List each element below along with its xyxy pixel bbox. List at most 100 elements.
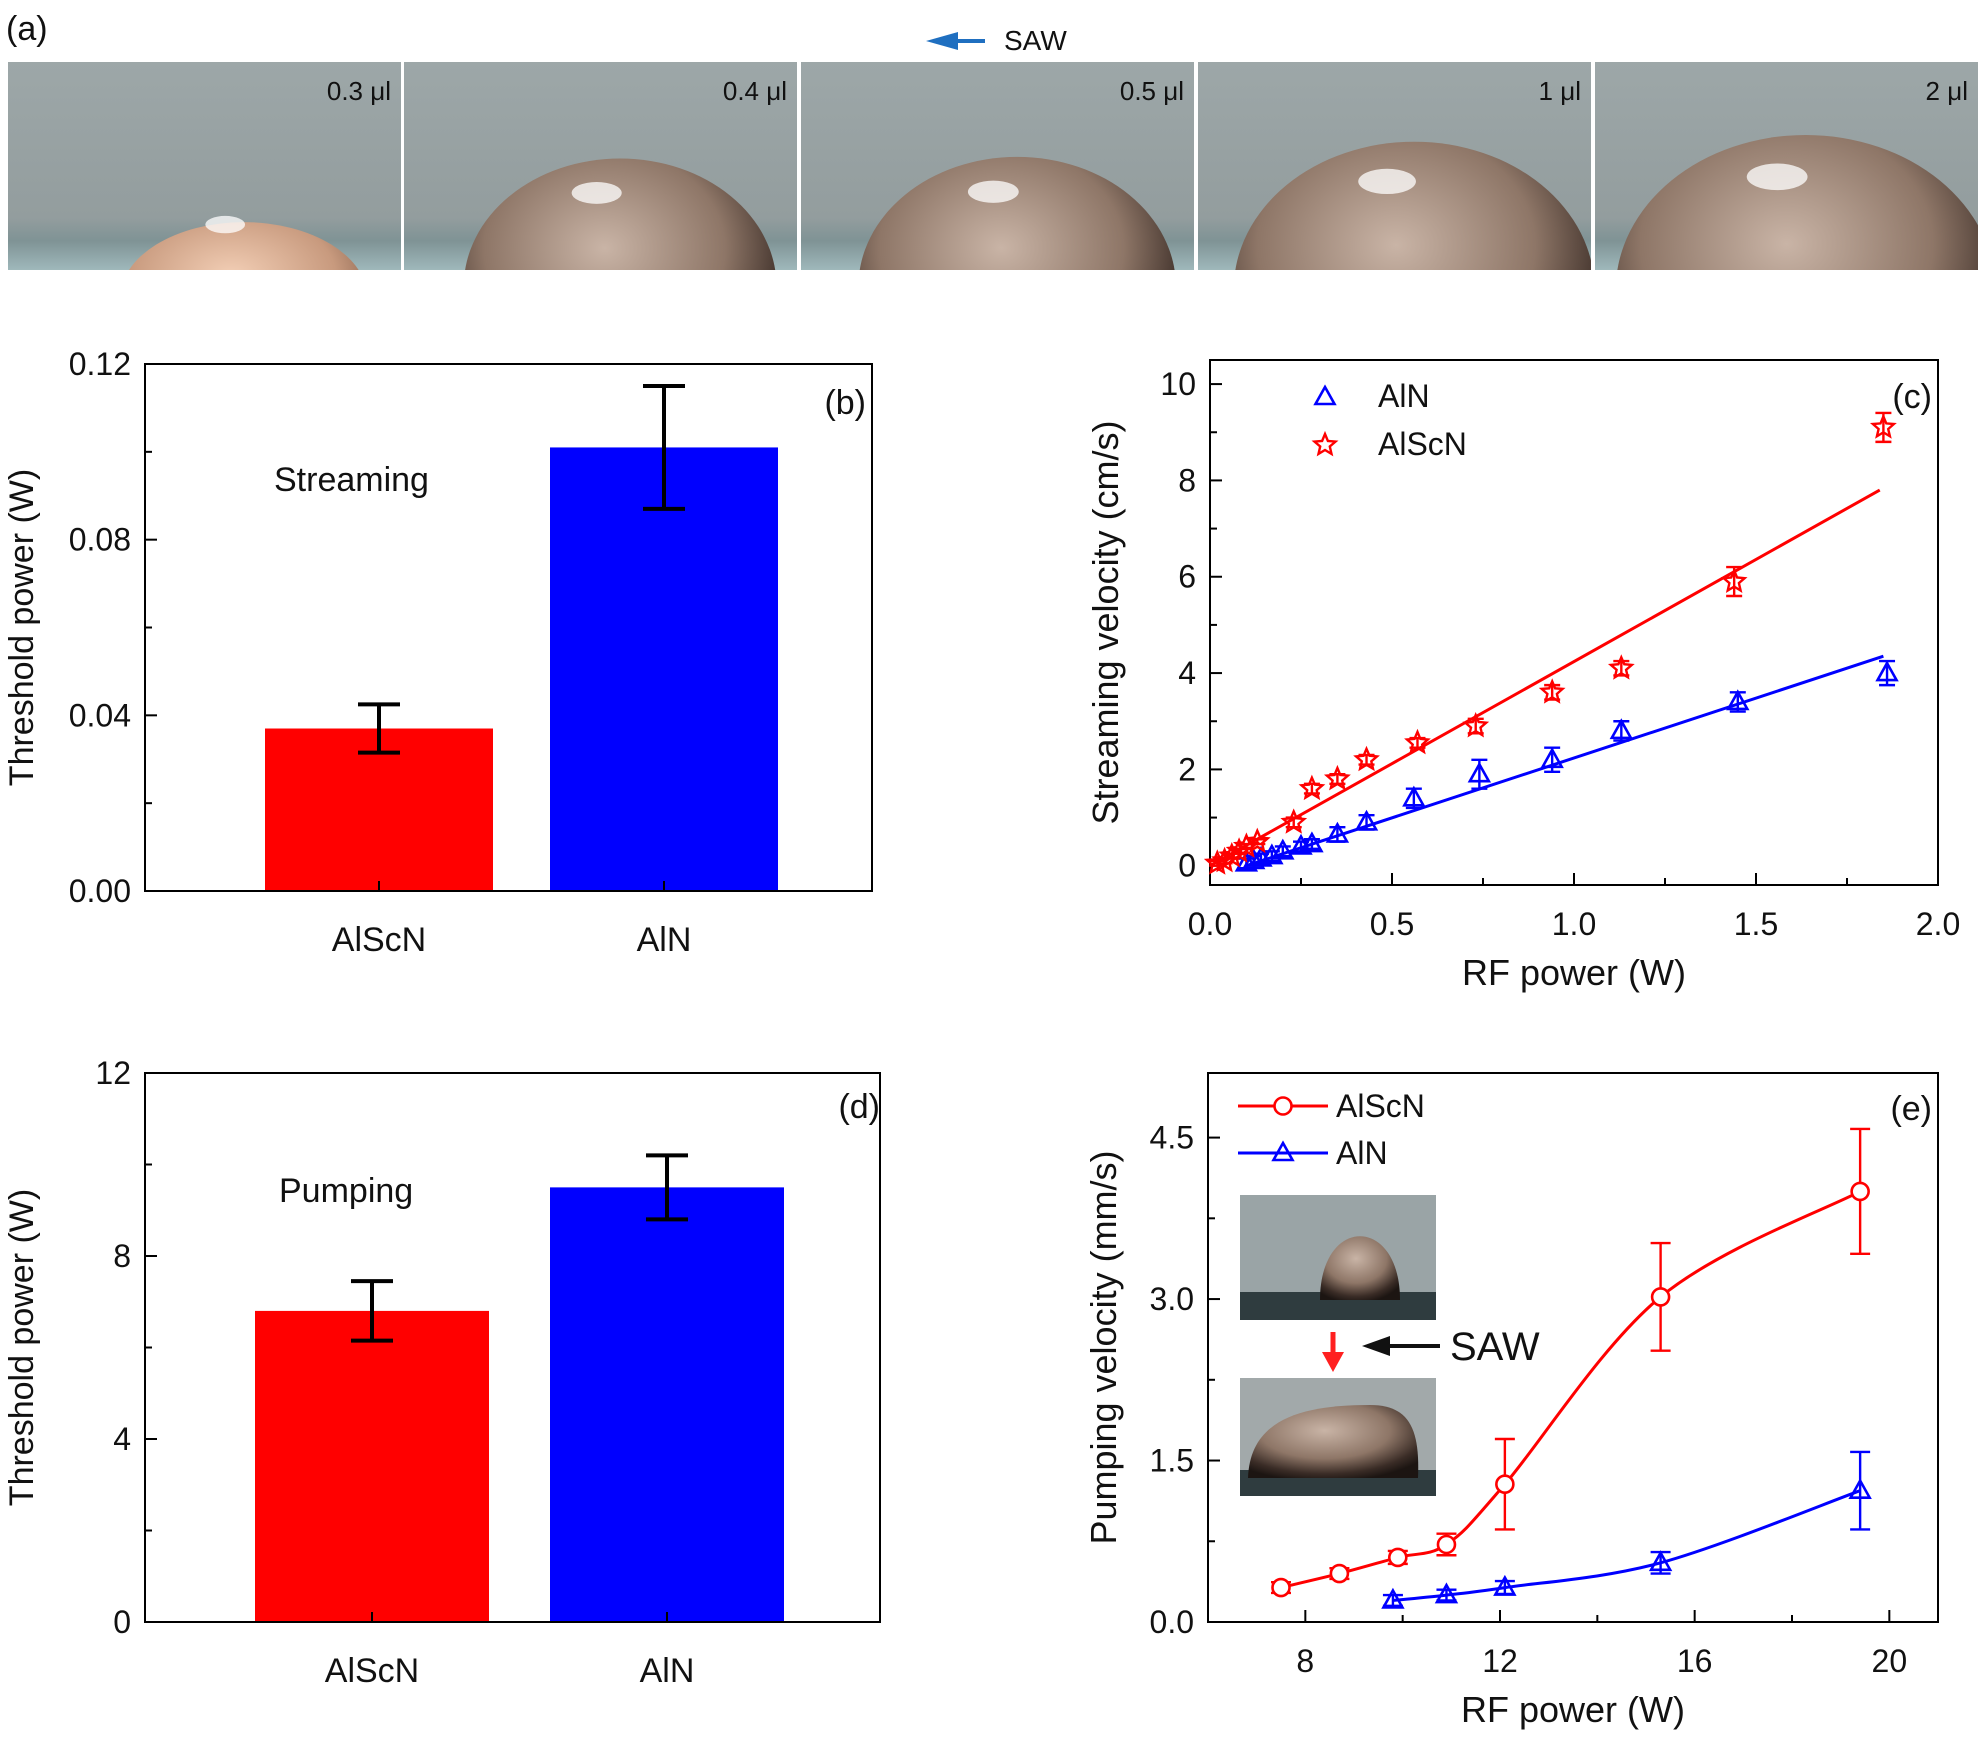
droplet-photo [801,62,1194,270]
data-point [1402,785,1426,807]
y-tick-label: 0.0 [1150,1604,1194,1640]
droplet [1248,1405,1419,1478]
arrow-head [1362,1336,1390,1356]
x-tick-label: AlScN [325,1652,419,1690]
x-tick-label: AlN [640,1652,695,1690]
data-point [1325,821,1350,843]
panel-label: (b) [824,384,866,422]
x-tick-label: 8 [1296,1643,1314,1679]
legend-label: AlScN [1336,1088,1425,1124]
data-point [1388,1547,1408,1568]
y-tick-label: 0.08 [69,522,131,558]
bar-alscn [255,1310,489,1622]
bar-annotation: Pumping [279,1172,413,1210]
y-axis-label: Pumping velocity (mm/s) [1083,1150,1124,1544]
legend-marker [1311,430,1339,457]
data-point [1232,832,1260,858]
data-point [1850,1181,1870,1202]
y-tick-label: 8 [1178,462,1196,498]
x-axis-label: RF power (W) [1462,952,1686,993]
inset-saw-label: SAW [1450,1325,1540,1369]
droplet [128,222,359,270]
y-tick-label: 0.00 [69,873,131,909]
droplet [1617,135,1978,270]
bar-annotation: Streaming [274,461,429,499]
x-tick-label: 0.5 [1370,906,1414,942]
legend-label: AlN [1336,1135,1388,1171]
droplet-photo [8,62,401,270]
plot-frame [1207,1072,1939,1623]
y-tick-label: 0 [1178,848,1196,884]
data-point [1353,745,1380,772]
y-tick-label: 10 [1160,366,1196,402]
arrow-head [1322,1352,1344,1372]
droplet [465,158,776,270]
photo-volume-label: 0.4 μl [723,76,787,106]
y-tick-label: 4 [1178,655,1196,691]
legend-label: AlN [1378,378,1430,414]
series-alscn [1271,1127,1871,1598]
droplet-highlight [205,215,246,234]
data-point [1467,761,1492,783]
legend-marker [1273,1096,1293,1116]
down-arrow-icon [1322,1332,1344,1372]
data-point [1280,808,1308,834]
x-tick-label: AlScN [332,921,426,959]
x-tick-label: 0.0 [1188,906,1232,942]
data-point [1241,848,1266,870]
y-axis-label: Streaming velocity (cm/s) [1085,420,1126,824]
x-tick-label: 2.0 [1916,906,1960,942]
panel-a: (a) SAW 0.3 μl 0.4 μl 0.5 μl 1 μl 2 μl [6,10,1978,270]
data-point [1234,850,1259,872]
legend: AlScN AlN [1238,1088,1425,1171]
data-point [1243,827,1271,854]
data-point [1609,718,1634,740]
data-point [1271,838,1295,860]
panel-label: (d) [838,1088,880,1126]
data-point [1404,728,1431,755]
chart-c: 0.0 0.5 1.0 1.5 2.0 0 2 4 6 8 10 RF power (W) Stream… [1085,359,1960,993]
x-axis-label: RF power (W) [1461,1689,1685,1730]
fit-line [1209,488,1881,868]
y-tick-label: 2 [1178,751,1196,787]
chart-b: AlScN AlN 0.00 0.04 0.08 0.12 Threshold power … [3,346,873,959]
data-point [1462,712,1490,738]
y-tick-label: 0.12 [69,346,131,382]
series-line [1392,1489,1861,1602]
data-point [1493,1574,1517,1596]
x-tick-label: 16 [1677,1643,1713,1679]
y-tick-label: 8 [113,1238,131,1274]
data-point [1495,1474,1515,1495]
y-axis-label: Threshold power (W) [3,469,41,786]
inset-photos [1240,1195,1436,1496]
photo-volume-label: 0.5 μl [1120,76,1184,106]
legend: AlN AlScN [1311,378,1467,462]
legend-label: AlScN [1378,426,1467,462]
data-point [1300,831,1324,853]
error-bar [646,1153,688,1222]
legend-marker [1313,384,1337,406]
data-point [1726,689,1750,711]
photo-volume-label: 0.3 μl [327,76,391,106]
data-point [1298,774,1326,801]
photo-volume-label: 1 μl [1539,76,1581,106]
saw-arrow-icon [1362,1336,1440,1356]
bar-alscn [265,728,493,891]
droplet-highlight [1746,163,1808,191]
error-bar [358,702,400,755]
y-tick-label: 3.0 [1150,1281,1194,1317]
y-tick-label: 4 [113,1421,131,1457]
data-point [1271,1577,1291,1598]
data-point [1650,1287,1671,1307]
bar-aln [550,1187,784,1622]
x-tick-label: 1.5 [1734,906,1778,942]
data-point [1875,660,1899,682]
y-tick-label: 0 [113,1604,131,1640]
x-tick-label: 1.0 [1552,906,1596,942]
y-tick-label: 1.5 [1150,1443,1194,1479]
x-tick-label: 20 [1872,1643,1908,1679]
data-point [1540,747,1564,769]
data-point [1720,567,1748,594]
series-aln [1234,654,1899,872]
droplet-highlight [967,180,1019,203]
